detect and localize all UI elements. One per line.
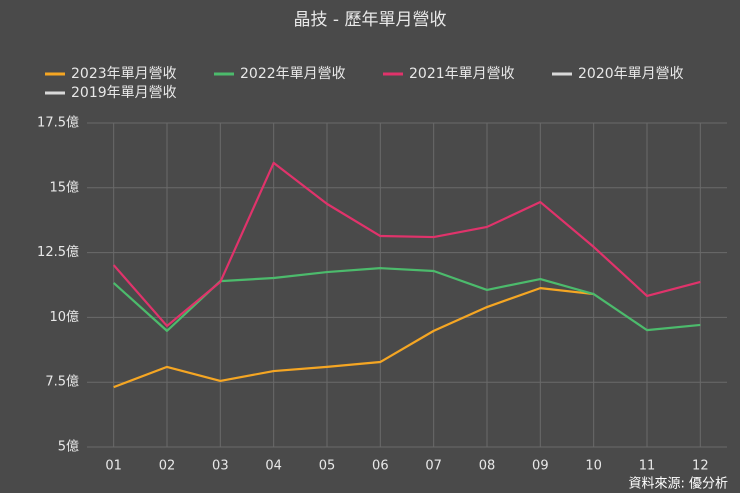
x-tick-label: 11: [639, 459, 656, 474]
legend-label: 2022年單月營收: [240, 66, 346, 82]
x-tick-label: 01: [105, 459, 122, 474]
x-tick-label: 05: [319, 459, 336, 474]
y-tick-label: 7.5億: [45, 374, 79, 390]
y-tick-label: 15億: [49, 179, 79, 195]
y-tick-label: 10億: [49, 309, 79, 325]
legend-label: 2021年單月營收: [409, 66, 515, 82]
chart-title: 晶技 - 歷年單月營收: [294, 10, 447, 30]
y-tick-label: 12.5億: [37, 244, 79, 260]
x-tick-label: 09: [532, 459, 549, 474]
y-tick-label: 17.5億: [37, 115, 79, 131]
series-line: [113, 287, 594, 389]
legend-label: 2023年單月營收: [71, 66, 177, 82]
x-tick-label: 07: [425, 459, 442, 474]
y-tick-label: 5億: [58, 439, 79, 455]
x-tick-label: 04: [265, 459, 282, 474]
source: 資料來源: 優分析: [628, 477, 728, 492]
legend-label: 2019年單月營收: [71, 85, 177, 101]
x-tick-label: 08: [479, 459, 496, 474]
x-tick-label: 02: [159, 459, 176, 474]
x-tick-label: 10: [585, 459, 602, 474]
x-tick-label: 12: [692, 459, 709, 474]
x-tick-label: 06: [372, 459, 389, 474]
series-line: [112, 161, 701, 328]
x-tick-label: 03: [212, 459, 229, 474]
legend-label: 2020年單月營收: [578, 66, 684, 82]
